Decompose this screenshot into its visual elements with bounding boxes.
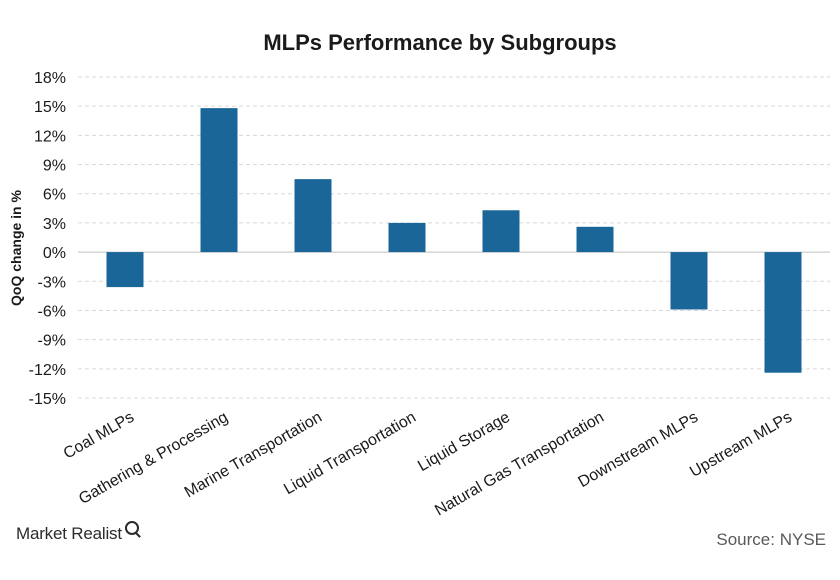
x-tick-label: Natural Gas Transportation [432, 409, 607, 520]
bar [670, 252, 708, 310]
bar [388, 222, 426, 253]
bar [106, 252, 144, 288]
y-tick-label: -12% [29, 362, 66, 379]
brand-logo: Market Realist [16, 521, 139, 544]
x-tick-label: Upstream MLPs [687, 409, 795, 481]
y-tick-label: 0% [43, 245, 66, 262]
bar [482, 210, 520, 253]
x-tick-label: Liquid Storage [415, 409, 513, 475]
y-tick-label: 6% [43, 187, 66, 204]
chart-title: MLPs Performance by Subgroups [263, 30, 616, 55]
y-tick-label: 3% [43, 216, 66, 233]
bar [200, 108, 238, 253]
bar [576, 226, 614, 253]
x-tick-label: Gathering & Processing [76, 409, 231, 508]
y-tick-label: -6% [38, 303, 66, 320]
brand-name: Market Realist [16, 524, 122, 543]
magnifier-icon [124, 521, 139, 535]
bar [764, 252, 802, 373]
y-tick-label: 12% [34, 128, 66, 145]
y-tick-label: -9% [38, 333, 66, 350]
source-note: Source: NYSE [716, 530, 826, 549]
y-axis-ticks: 18% 15% 12% 9% 6% 3% 0% -3% -6% -9% -12% -15% [29, 70, 66, 408]
y-axis-label: QoQ change in % [8, 189, 24, 305]
x-tick-label: Coal MLPs [61, 409, 137, 463]
gridlines [78, 76, 830, 399]
bar [294, 179, 332, 253]
y-tick-label: 15% [34, 99, 66, 116]
y-tick-label: -3% [38, 274, 66, 291]
y-tick-label: 9% [43, 158, 66, 175]
y-tick-label: 18% [34, 70, 66, 87]
y-tick-label: -15% [29, 391, 66, 408]
bars [106, 108, 802, 373]
